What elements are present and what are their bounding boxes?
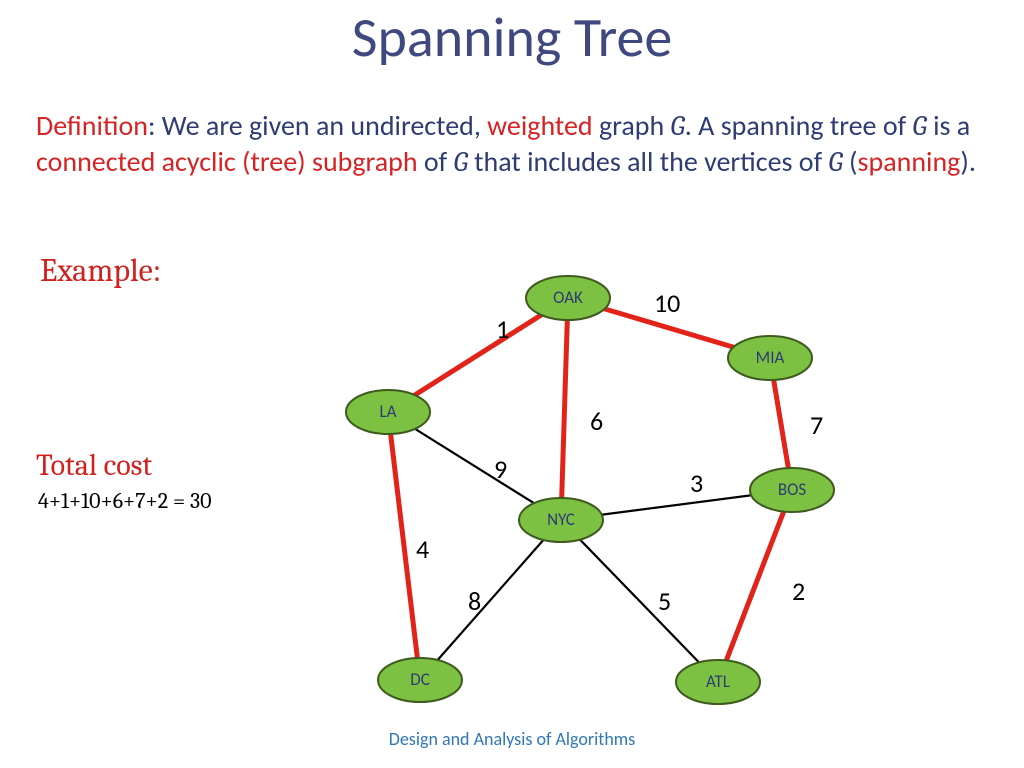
svg-text:ATL: ATL [706, 671, 730, 692]
def-g4: G [828, 146, 842, 178]
def-t9: that includes all the vertices of [468, 144, 829, 179]
def-g3: G [454, 146, 468, 178]
node-ATL: ATL [676, 660, 760, 704]
svg-text:NYC: NYC [547, 509, 575, 530]
node-OAK: OAK [526, 276, 610, 320]
def-t8: of [418, 144, 454, 179]
def-weighted: weighted [487, 108, 592, 143]
def-t5: . A spanning tree of [685, 108, 913, 143]
edge-NYC-DC [420, 520, 561, 680]
def-t6: is a [927, 108, 970, 143]
weight-OAK-MIA: 10 [654, 287, 680, 319]
svg-text:BOS: BOS [778, 479, 807, 500]
def-g1: G [671, 110, 685, 142]
svg-text:MIA: MIA [756, 347, 785, 368]
def-t10: ( [843, 144, 858, 179]
example-label: Example: [40, 252, 161, 289]
node-DC: DC [378, 658, 462, 702]
node-MIA: MIA [728, 336, 812, 380]
edge-BOS-ATL [718, 490, 792, 682]
weight-NYC-BOS: 3 [690, 467, 703, 499]
weight-BOS-ATL: 2 [792, 575, 805, 607]
weight-MIA-BOS: 7 [810, 409, 823, 441]
def-g2: G [912, 110, 926, 142]
def-word: Definition [36, 108, 148, 143]
weight-LA-DC: 4 [416, 533, 429, 565]
page-title: Spanning Tree [0, 4, 1024, 72]
definition-text: Definition: We are given an undirected, … [36, 108, 986, 180]
weight-NYC-ATL: 5 [658, 585, 671, 617]
svg-text:DC: DC [410, 669, 430, 690]
edge-NYC-ATL [561, 520, 718, 682]
spanning-tree-graph: 1 10 6 7 2 4 9 3 8 5 OAK MIA LA BOS NYC DC ATL [300, 260, 940, 740]
cost-equation: 4+1+10+6+7+2 = 30 [38, 488, 212, 514]
def-spanning: spanning [858, 144, 961, 179]
svg-text:LA: LA [380, 401, 397, 422]
node-LA: LA [346, 390, 430, 434]
node-NYC: NYC [519, 498, 603, 542]
weight-OAK-LA: 1 [496, 313, 509, 345]
def-t2: : We are given an undirected, [148, 108, 487, 143]
svg-text:OAK: OAK [553, 287, 583, 308]
weight-OAK-NYC: 6 [590, 405, 603, 437]
edge-OAK-NYC [561, 298, 568, 520]
node-BOS: BOS [750, 468, 834, 512]
def-acyclic: connected acyclic (tree) subgraph [36, 144, 418, 179]
weight-LA-NYC: 9 [494, 453, 507, 485]
total-cost-label: Total cost [36, 448, 152, 483]
def-t4: graph [593, 108, 671, 143]
def-t12: ). [960, 144, 976, 179]
footer-text: Design and Analysis of Algorithms [0, 728, 1024, 750]
weight-NYC-DC: 8 [468, 585, 481, 617]
